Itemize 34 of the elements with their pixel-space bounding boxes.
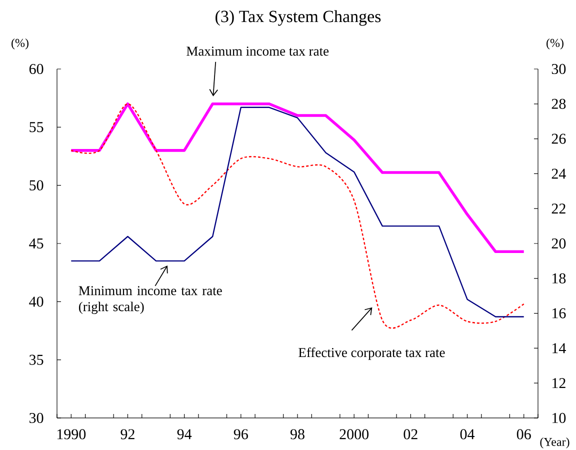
y-tick-label: 35	[30, 354, 44, 365]
x-tick-label: 2000	[340, 429, 369, 440]
y2-tick-label: 24	[552, 168, 566, 179]
y-tick-label: 40	[29, 296, 44, 307]
x-tick-label: 04	[460, 429, 475, 440]
x-tick-label: 98	[290, 429, 304, 440]
y2-tick-label: 20	[552, 238, 566, 249]
x-tick-label: 94	[177, 429, 192, 440]
y2-tick-label: 12	[552, 378, 566, 388]
y-tick-label: 30	[30, 412, 44, 424]
series-label: Minimum income tax rate (right scale)	[78, 286, 222, 314]
y-tick-label: 45	[29, 238, 44, 248]
y2-tick-label: 22	[552, 204, 566, 214]
y2-tick-label: 14	[552, 343, 566, 354]
y2-axis-title: (%)	[546, 38, 564, 50]
x-tick-label: 96	[234, 429, 248, 440]
y-tick-label: 55	[30, 122, 44, 132]
y2-tick-label: 30	[552, 64, 566, 74]
x-tick-label: 92	[120, 429, 134, 440]
x-axis-title: (Year)	[540, 438, 570, 448]
y2-tick-label: 28	[552, 98, 566, 109]
y-axis-title: (%)	[12, 38, 28, 50]
y2-tick-label: 18	[552, 273, 566, 284]
text: Maximum income tax rate	[186, 46, 329, 56]
x-tick-label: 06	[516, 429, 531, 440]
chart-title: (3) Tax System Changes	[216, 10, 381, 26]
x-tick-label: 1990	[57, 429, 86, 440]
y2-tick-label: 26	[552, 134, 566, 144]
y-tick-label: 60	[29, 64, 44, 74]
y2-tick-label: 10	[552, 412, 566, 424]
text: Effective corporate tax rate	[298, 347, 445, 360]
y-tick-label: 50	[30, 180, 44, 190]
y2-tick-label: 16	[552, 308, 566, 318]
x-tick-label: 02	[404, 429, 418, 440]
